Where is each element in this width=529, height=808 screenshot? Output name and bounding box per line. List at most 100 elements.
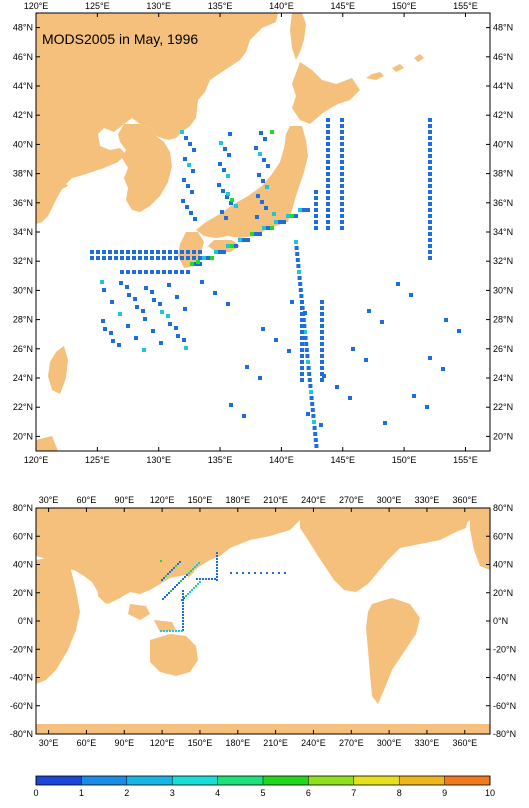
global-lon-label-bottom: 240°E: [301, 738, 326, 748]
regional-observation-cell: [142, 348, 146, 352]
regional-observation-cell: [364, 358, 368, 362]
regional-observation-cell: [258, 376, 262, 380]
regional-observation-cell: [286, 214, 290, 218]
regional-observation-cell: [320, 360, 324, 364]
regional-observation-cell: [270, 130, 274, 134]
regional-observation-cell: [193, 217, 197, 221]
regional-observation-cell: [320, 330, 324, 334]
regional-lat-label-left: 38°N: [13, 169, 33, 179]
global-observation-cell: [180, 580, 182, 582]
regional-observation-cell: [326, 142, 330, 146]
global-lon-label-bottom: 360°E: [452, 738, 477, 748]
regional-observation-cell: [367, 309, 371, 313]
regional-observation-cell: [156, 256, 160, 260]
regional-observation-cell: [303, 330, 307, 334]
colorbar-label: 7: [351, 788, 356, 798]
regional-observation-cell: [326, 166, 330, 170]
regional-observation-cell: [300, 372, 304, 376]
regional-observation-cell: [326, 226, 330, 230]
regional-observation-cell: [428, 136, 432, 140]
global-lon-label-top: 240°E: [301, 495, 326, 505]
regional-observation-cell: [428, 226, 432, 230]
regional-observation-cell: [314, 220, 318, 224]
regional-observation-cell: [306, 208, 310, 212]
regional-observation-cell: [340, 208, 344, 212]
regional-observation-cell: [340, 160, 344, 164]
regional-observation-cell: [228, 132, 232, 136]
regional-observation-cell: [307, 372, 312, 376]
global-lon-label-bottom: 330°E: [415, 738, 440, 748]
regional-observation-cell: [326, 160, 330, 164]
regional-observation-cell: [298, 288, 303, 292]
regional-observation-cell: [313, 438, 318, 442]
colorbar-segment: [263, 776, 309, 785]
regional-observation-cell: [257, 173, 261, 177]
regional-observation-cell: [396, 282, 400, 286]
sakhalin-land: [290, 13, 306, 60]
regional-observation-cell: [428, 202, 432, 206]
global-observation-cell: [216, 576, 218, 578]
regional-observation-cell: [428, 166, 432, 170]
luzon-land: [36, 436, 58, 451]
global-lon-label-bottom: 90°E: [114, 738, 134, 748]
colorbar-label: 8: [397, 788, 402, 798]
regional-observation-cell: [126, 270, 130, 274]
regional-lat-label-left: 42°N: [13, 110, 33, 120]
regional-observation-cell: [135, 305, 139, 309]
global-observation-cell: [189, 591, 191, 593]
regional-observation-cell: [229, 403, 233, 407]
global-lon-label-bottom: 30°E: [39, 738, 59, 748]
regional-observation-cell: [219, 141, 223, 145]
global-lon-label-bottom: 120°E: [150, 738, 175, 748]
global-observation-cell: [242, 572, 244, 574]
global-observation-cell: [174, 586, 176, 588]
regional-observation-cell: [428, 130, 432, 134]
global-observation-cell: [202, 578, 204, 580]
regional-observation-cell: [176, 334, 180, 338]
regional-observation-cell: [307, 378, 312, 382]
regional-observation-cell: [302, 208, 306, 212]
global-observation-cell: [175, 630, 177, 632]
global-observation-cell: [182, 611, 184, 613]
regional-observation-cell: [428, 244, 432, 248]
global-lon-label-top: 30°E: [39, 495, 59, 505]
regional-observation-cell: [457, 329, 461, 333]
regional-observation-cell: [190, 262, 194, 266]
global-lon-label-bottom: 60°E: [77, 738, 97, 748]
global-lat-label-left: 0°N: [18, 616, 33, 626]
colorbar: 0 1 2 3 4 5 6 7 8 9 10: [33, 775, 495, 798]
regional-observation-cell: [183, 307, 187, 311]
regional-observation-cell: [218, 162, 222, 166]
regional-observation-cell: [162, 270, 166, 274]
asia-mainland-land: [36, 13, 278, 224]
regional-observation-cell: [186, 184, 190, 188]
regional-observation-cell: [340, 196, 344, 200]
global-observation-cell: [186, 574, 188, 576]
regional-observation-cell: [310, 402, 315, 406]
global-observation-cell: [197, 583, 199, 585]
regional-observation-cell: [96, 256, 100, 260]
regional-lon-label-bottom: 140°E: [269, 455, 294, 465]
regional-lat-label-left: 48°N: [13, 23, 33, 33]
regional-observation-cell: [305, 354, 310, 358]
regional-observation-cell: [250, 232, 254, 236]
colorbar-segment: [81, 776, 127, 785]
regional-observation-cell: [156, 250, 160, 254]
regional-observation-cell: [150, 290, 154, 294]
regional-observation-cell: [441, 367, 445, 371]
regional-observation-cell: [256, 194, 260, 198]
regional-lat-label-right: 30°N: [493, 285, 513, 295]
regional-observation-cell: [278, 220, 282, 224]
regional-observation-cell: [294, 240, 298, 244]
global-observation-cell: [169, 571, 171, 573]
regional-observation-cell: [168, 256, 172, 260]
regional-observation-cell: [326, 130, 330, 134]
regional-lon-label-top: 155°E: [453, 1, 478, 11]
regional-observation-cell: [428, 250, 432, 254]
europe-repeat-land: [470, 508, 490, 570]
global-lat-label-left: 80°N: [13, 503, 33, 513]
regional-lat-label-left: 26°N: [13, 344, 33, 354]
global-observation-cell: [192, 568, 194, 570]
regional-observation-cell: [444, 318, 448, 322]
global-observation-cell: [272, 572, 274, 574]
